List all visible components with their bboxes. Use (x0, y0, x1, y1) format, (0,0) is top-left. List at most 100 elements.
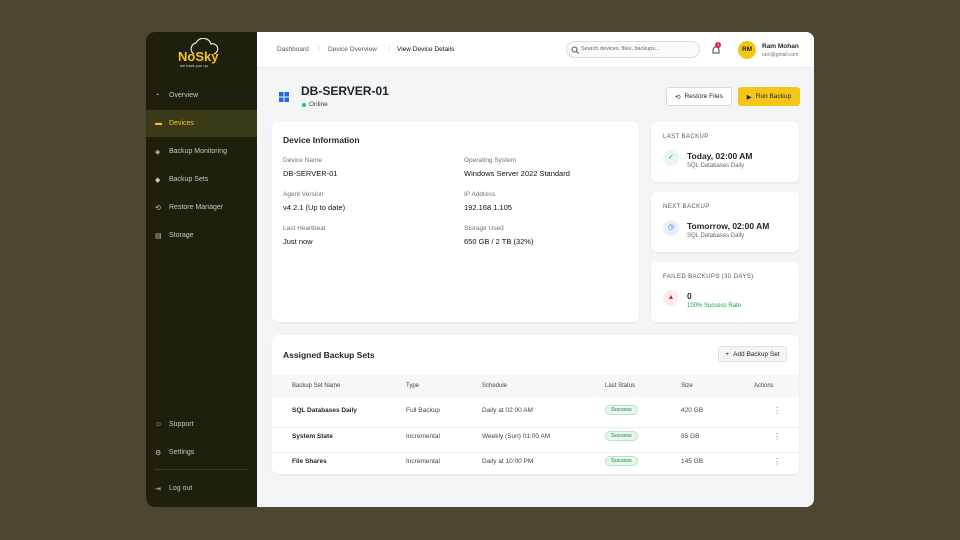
cell: 145 GB (681, 458, 704, 465)
nav-icon: ☺ (155, 421, 163, 428)
column-header: Last Status (605, 383, 636, 389)
logo-cloud (190, 38, 219, 55)
breadcrumb-item: View Device Details (397, 46, 455, 53)
avatar[interactable]: RM (738, 41, 756, 59)
row-menu[interactable]: ⋮ (773, 406, 781, 415)
sidebar: NoSky we back you up. ◔ Overview ▬ Devices ◈… (146, 32, 257, 507)
brand-name: NoSky (178, 49, 219, 64)
summary-value: Tomorrow, 02:00 AM (687, 221, 770, 231)
cell: Daily at 02:00 AM (482, 407, 533, 414)
device-name: DB-SERVER-01 (301, 84, 389, 98)
row-divider (272, 426, 799, 428)
row-divider (272, 452, 799, 453)
add-backup-set-button[interactable]: + Add Backup Set (718, 346, 787, 362)
cell: Weekly (Sun) 01:00 AM (482, 432, 551, 440)
status-badge: Success (605, 430, 638, 441)
row-menu[interactable]: ⋮ (773, 457, 781, 466)
app-window: NoSky we back you up. ◔ Overview ▬ Devices ◈… (146, 32, 814, 507)
search-box[interactable] (566, 41, 700, 58)
device-status: Online (309, 101, 328, 108)
summary-icon: ▲ (663, 290, 679, 306)
nav-item[interactable]: Backup Sets (169, 176, 209, 183)
field-value: v4.2.1 (Up to date) (283, 203, 346, 212)
nav-icon: ⇥ (155, 486, 161, 493)
column-header: Schedule (482, 383, 508, 389)
cell: Incremental (406, 458, 440, 465)
summary-title: LAST BACKUP (663, 134, 709, 140)
column-header: Type (406, 383, 420, 389)
summary-title: FAILED BACKUPS (30 DAYS) (663, 274, 754, 280)
divider (154, 469, 249, 470)
windows-icon (279, 92, 289, 102)
nav-item[interactable]: Overview (169, 92, 199, 99)
summary-card: NEXT BACKUP ◷ Tomorrow, 02:00 AM SQL Databa… (651, 192, 799, 252)
nav-icon: ▤ (155, 233, 162, 240)
nav-icon: ⟲ (155, 205, 161, 212)
card-title: Device Information (283, 135, 360, 145)
topbar: Search devices, files, backups... 3 RM R… (257, 32, 814, 68)
button-icon: + (725, 350, 730, 358)
backup-sets-card: Assigned Backup Sets + Add Backup Set Bac… (272, 335, 799, 474)
notification-badge: 3 (715, 42, 721, 48)
cell: SQL Databases Daily (292, 407, 357, 414)
button-icon: ▶ (746, 93, 752, 101)
status-badge: Success (605, 456, 638, 466)
nav-icon: ◈ (155, 149, 161, 156)
restore-files-button[interactable]: ⟲ Restore Files (666, 87, 732, 106)
table-header (272, 375, 799, 397)
field-value: Just now (283, 237, 313, 246)
nav-item[interactable]: Devices (169, 120, 194, 127)
field-label: Operating System (464, 157, 517, 164)
button-icon: ⟲ (675, 93, 681, 101)
field-value: DB-SERVER-01 (283, 169, 338, 178)
nav-item[interactable]: Storage (169, 232, 194, 239)
summary-title: NEXT BACKUP (663, 204, 710, 210)
nav-icon: ▬ (155, 120, 162, 127)
nav-item[interactable]: Backup Monitoring (169, 148, 227, 155)
brand-tagline: we back you up. (180, 63, 209, 68)
device-info-card: Device Information Device Name DB-SERVER-… (272, 122, 639, 322)
field-label: Last Heartbeat (283, 225, 326, 232)
cell: System State (292, 432, 333, 440)
summary-card: FAILED BACKUPS (30 DAYS) ▲ 0 100% Success R… (651, 262, 799, 322)
field-label: Storage Used (464, 225, 504, 232)
breadcrumb-item[interactable]: Dashboard (277, 46, 309, 53)
cell: Incremental (406, 432, 440, 440)
user-name: Ram Mohan (762, 43, 799, 50)
nav-item[interactable]: Settings (169, 449, 195, 456)
cell: Daily at 10:00 PM (482, 458, 534, 465)
field-value: Windows Server 2022 Standard (464, 169, 570, 178)
column-header: Size (681, 383, 693, 389)
nav-item[interactable]: Log out (169, 485, 193, 492)
nav-item[interactable]: Restore Manager (169, 204, 224, 211)
field-label: IP Address (464, 191, 496, 198)
field-label: Agent Version (283, 191, 324, 198)
nav-icon: ⚙ (155, 450, 162, 457)
field-value: 192.168.1.105 (464, 203, 512, 212)
cell: 85 GB (681, 432, 700, 440)
summary-detail: SQL Databases Daily (687, 163, 745, 169)
column-header: Actions (754, 383, 774, 389)
nav-icon: ◔ (155, 92, 160, 99)
summary-icon: ◷ (663, 220, 679, 236)
column-header: Backup Set Name (292, 383, 341, 389)
button-label: Restore Files (684, 93, 723, 100)
summary-value: 0 (687, 291, 692, 301)
breadcrumb-item[interactable]: Device Overview (328, 46, 377, 53)
breadcrumb-separator: / (388, 46, 390, 53)
row-menu[interactable]: ⋮ (773, 431, 781, 441)
search-placeholder: Search devices, files, backups... (581, 46, 660, 52)
card-title: Assigned Backup Sets (283, 350, 375, 360)
field-label: Device Name (283, 157, 323, 164)
search-icon (571, 46, 579, 54)
user-email: ram@gmail.com (762, 52, 799, 58)
summary-detail: SQL Databases Daily (687, 233, 745, 239)
run-backup-button[interactable]: ▶ Run Backup (738, 87, 800, 106)
breadcrumb-separator: / (318, 46, 320, 53)
nav-item[interactable]: Support (169, 421, 194, 428)
field-value: 650 GB / 2 TB (32%) (464, 237, 534, 246)
summary-detail: 100% Success Rate (687, 303, 742, 309)
summary-value: Today, 02:00 AM (687, 151, 753, 161)
summary-card: LAST BACKUP ✓ Today, 02:00 AM SQL Databases… (651, 122, 799, 182)
